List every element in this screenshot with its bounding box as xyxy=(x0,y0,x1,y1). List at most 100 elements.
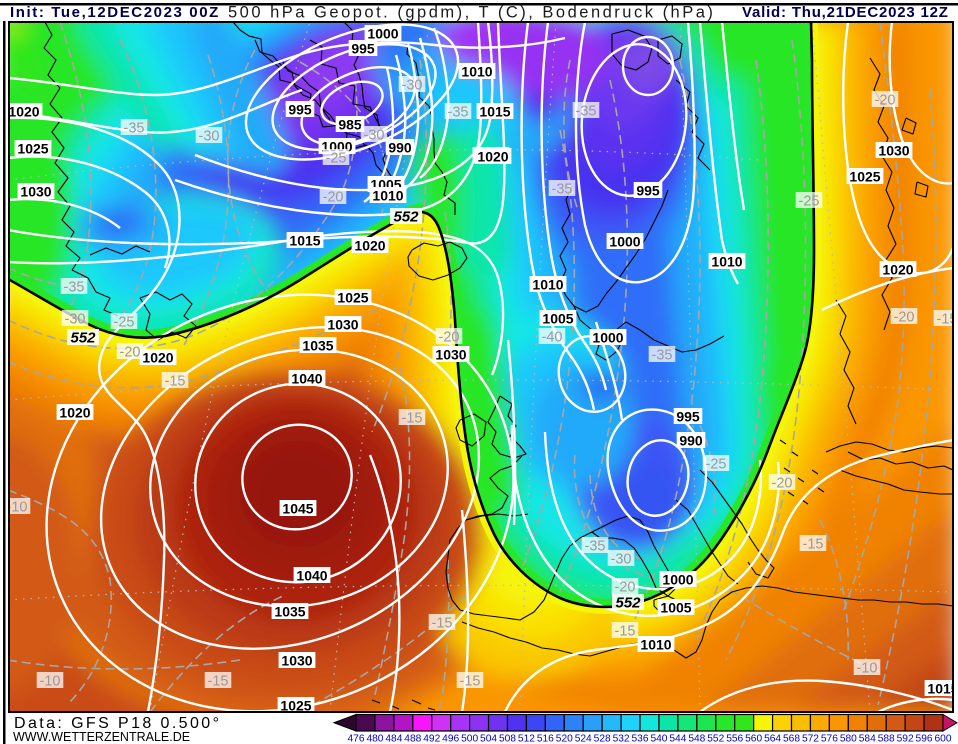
svg-text:588: 588 xyxy=(878,734,895,744)
svg-text:1030: 1030 xyxy=(281,653,312,669)
svg-text:-25: -25 xyxy=(706,457,727,473)
svg-text:-15: -15 xyxy=(432,616,453,632)
svg-text:-25: -25 xyxy=(114,315,135,331)
svg-text:-15: -15 xyxy=(937,312,958,328)
svg-text:516: 516 xyxy=(537,734,554,744)
svg-text:1005: 1005 xyxy=(660,600,691,616)
svg-text:1045: 1045 xyxy=(282,501,313,517)
svg-text:-20: -20 xyxy=(875,93,896,109)
svg-text:-15: -15 xyxy=(402,411,423,427)
svg-text:488: 488 xyxy=(404,734,421,744)
svg-text:-15: -15 xyxy=(165,374,186,390)
svg-text:-30: -30 xyxy=(199,129,220,145)
svg-text:1020: 1020 xyxy=(882,262,913,278)
svg-text:Init: Tue,12DEC2023 00Z: Init: Tue,12DEC2023 00Z xyxy=(10,4,220,21)
svg-text:-35: -35 xyxy=(552,182,573,198)
svg-text:990: 990 xyxy=(388,140,412,156)
svg-text:995: 995 xyxy=(636,183,660,199)
svg-text:1025: 1025 xyxy=(849,169,880,185)
svg-text:576: 576 xyxy=(821,734,838,744)
svg-text:-15: -15 xyxy=(208,674,229,690)
svg-text:-30: -30 xyxy=(65,312,86,328)
svg-text:1010: 1010 xyxy=(532,277,563,293)
svg-text:492: 492 xyxy=(423,734,440,744)
svg-text:580: 580 xyxy=(840,734,857,744)
svg-text:1030: 1030 xyxy=(327,317,358,333)
svg-text:596: 596 xyxy=(916,734,933,744)
svg-text:-10: -10 xyxy=(857,661,878,677)
svg-text:1015: 1015 xyxy=(927,681,958,697)
svg-text:500 hPa Geopot. (gpdm), T (C),: 500 hPa Geopot. (gpdm), T (C), Bodendruc… xyxy=(228,4,715,22)
svg-text:528: 528 xyxy=(594,734,611,744)
svg-text:496: 496 xyxy=(442,734,459,744)
svg-text:-35: -35 xyxy=(124,121,145,137)
svg-text:552: 552 xyxy=(615,595,641,612)
svg-text:524: 524 xyxy=(575,734,592,744)
svg-text:-20: -20 xyxy=(615,580,636,596)
svg-text:544: 544 xyxy=(669,734,686,744)
svg-text:-35: -35 xyxy=(448,105,469,121)
svg-text:1010: 1010 xyxy=(711,254,742,270)
svg-text:1030: 1030 xyxy=(20,184,51,200)
svg-text:480: 480 xyxy=(366,734,383,744)
svg-text:1020: 1020 xyxy=(354,238,385,254)
svg-text:985: 985 xyxy=(338,117,362,133)
svg-text:1020: 1020 xyxy=(59,405,90,421)
svg-text:552: 552 xyxy=(707,734,724,744)
svg-text:-30: -30 xyxy=(611,552,632,568)
svg-text:-30: -30 xyxy=(364,128,385,144)
svg-text:512: 512 xyxy=(518,734,535,744)
svg-text:-25: -25 xyxy=(326,151,347,167)
svg-text:568: 568 xyxy=(783,734,800,744)
svg-text:592: 592 xyxy=(897,734,914,744)
svg-text:1020: 1020 xyxy=(8,104,39,120)
svg-text:1015: 1015 xyxy=(289,233,320,249)
svg-text:1015: 1015 xyxy=(479,104,510,120)
svg-text:-15: -15 xyxy=(615,624,636,640)
svg-text:1000: 1000 xyxy=(367,26,398,42)
svg-text:1035: 1035 xyxy=(302,338,333,354)
svg-text:1010: 1010 xyxy=(640,637,671,653)
svg-text:1025: 1025 xyxy=(17,141,48,157)
svg-text:556: 556 xyxy=(726,734,743,744)
svg-text:995: 995 xyxy=(676,409,700,425)
svg-text:1010: 1010 xyxy=(461,64,492,80)
svg-text:-20: -20 xyxy=(894,310,915,326)
svg-text:532: 532 xyxy=(613,734,630,744)
svg-text:1040: 1040 xyxy=(291,371,322,387)
svg-text:500: 500 xyxy=(461,734,478,744)
svg-text:476: 476 xyxy=(348,734,365,744)
svg-text:552: 552 xyxy=(393,209,419,226)
svg-text:-10: -10 xyxy=(7,500,28,516)
svg-text:-35: -35 xyxy=(652,348,673,364)
svg-text:-25: -25 xyxy=(799,194,820,210)
svg-text:-20: -20 xyxy=(120,345,141,361)
svg-text:1000: 1000 xyxy=(662,572,693,588)
svg-text:1030: 1030 xyxy=(878,143,909,159)
svg-text:990: 990 xyxy=(679,433,703,449)
svg-text:560: 560 xyxy=(745,734,762,744)
svg-text:572: 572 xyxy=(802,734,819,744)
svg-text:1035: 1035 xyxy=(274,604,305,620)
svg-text:Valid: Thu,21DEC2023 12Z: Valid: Thu,21DEC2023 12Z xyxy=(742,4,949,21)
svg-text:520: 520 xyxy=(556,734,573,744)
svg-text:504: 504 xyxy=(480,734,497,744)
svg-text:-35: -35 xyxy=(576,104,597,120)
svg-text:1000: 1000 xyxy=(592,330,623,346)
svg-text:Data: GFS P18 0.500°: Data: GFS P18 0.500° xyxy=(14,715,221,732)
svg-text:508: 508 xyxy=(499,734,516,744)
svg-text:-20: -20 xyxy=(323,190,344,206)
svg-text:1020: 1020 xyxy=(142,350,173,366)
svg-text:-35: -35 xyxy=(585,539,606,555)
svg-text:-20: -20 xyxy=(439,330,460,346)
svg-text:1020: 1020 xyxy=(477,149,508,165)
svg-text:1000: 1000 xyxy=(609,234,640,250)
svg-text:540: 540 xyxy=(650,734,667,744)
svg-text:1005: 1005 xyxy=(542,311,573,327)
svg-text:1030: 1030 xyxy=(435,347,466,363)
svg-text:548: 548 xyxy=(688,734,705,744)
svg-text:-30: -30 xyxy=(402,78,423,94)
svg-text:-35: -35 xyxy=(64,280,85,296)
svg-text:-15: -15 xyxy=(803,537,824,553)
svg-text:1040: 1040 xyxy=(296,568,327,584)
